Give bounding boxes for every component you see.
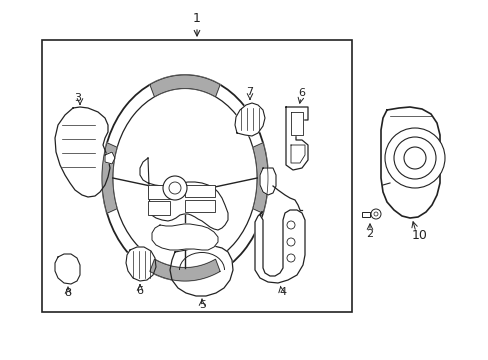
Text: 1: 1 xyxy=(193,12,201,24)
Text: 5: 5 xyxy=(199,300,206,310)
Circle shape xyxy=(163,176,186,200)
Polygon shape xyxy=(252,143,267,213)
Text: 10: 10 xyxy=(411,229,427,242)
Polygon shape xyxy=(290,145,305,163)
Polygon shape xyxy=(126,247,156,281)
Polygon shape xyxy=(150,259,220,281)
Polygon shape xyxy=(235,103,264,136)
Polygon shape xyxy=(380,107,439,218)
Polygon shape xyxy=(260,168,275,195)
Circle shape xyxy=(384,128,444,188)
Polygon shape xyxy=(105,152,115,164)
Text: 4: 4 xyxy=(279,287,286,297)
Text: 9: 9 xyxy=(252,153,259,163)
Polygon shape xyxy=(195,237,209,248)
Text: 6: 6 xyxy=(136,286,143,296)
Bar xyxy=(184,185,215,197)
Polygon shape xyxy=(55,254,80,284)
Text: 7: 7 xyxy=(246,87,253,97)
Polygon shape xyxy=(285,107,307,170)
Ellipse shape xyxy=(113,89,257,267)
Polygon shape xyxy=(150,75,220,97)
Polygon shape xyxy=(102,143,117,213)
Bar xyxy=(148,185,170,199)
Circle shape xyxy=(286,238,294,246)
Bar xyxy=(184,200,215,212)
Text: 2: 2 xyxy=(366,229,373,239)
Circle shape xyxy=(286,221,294,229)
Circle shape xyxy=(286,254,294,262)
Polygon shape xyxy=(170,246,232,296)
Bar xyxy=(148,201,170,215)
Circle shape xyxy=(169,182,181,194)
Text: 3: 3 xyxy=(74,93,81,103)
Polygon shape xyxy=(140,158,227,230)
Polygon shape xyxy=(290,112,303,135)
Circle shape xyxy=(373,212,377,216)
Polygon shape xyxy=(254,210,305,283)
Ellipse shape xyxy=(102,75,267,281)
Polygon shape xyxy=(55,107,110,197)
Circle shape xyxy=(403,147,425,169)
Circle shape xyxy=(370,209,380,219)
Bar xyxy=(42,40,351,312)
Bar xyxy=(361,212,369,217)
Text: 6: 6 xyxy=(298,88,305,98)
Polygon shape xyxy=(152,224,218,250)
Text: 8: 8 xyxy=(64,288,71,298)
Circle shape xyxy=(393,137,435,179)
